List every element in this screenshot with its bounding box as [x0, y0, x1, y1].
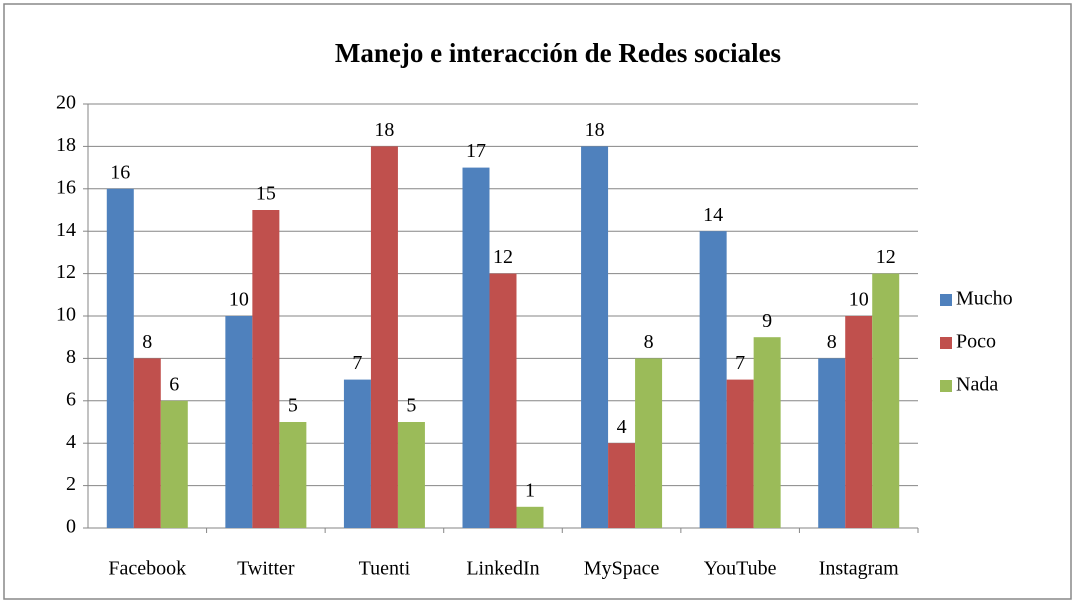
bar	[343, 379, 371, 528]
data-label: 7	[735, 352, 745, 374]
data-label: 18	[585, 119, 605, 141]
x-tick-label: LinkedIn	[466, 558, 539, 580]
bar	[516, 506, 544, 528]
bar	[635, 358, 663, 528]
data-label: 9	[762, 310, 772, 332]
data-label: 7	[352, 352, 362, 374]
data-label: 15	[256, 183, 276, 205]
bar	[279, 422, 307, 528]
data-label: 12	[493, 246, 513, 268]
x-tick-label: MySpace	[584, 558, 660, 580]
bar	[726, 379, 754, 528]
data-label: 6	[169, 373, 179, 395]
x-tick-label: Twitter	[237, 558, 295, 580]
legend-label: Mucho	[956, 288, 1013, 310]
y-tick-label: 10	[56, 304, 76, 326]
data-label: 5	[406, 395, 416, 417]
x-tick-label: Tuenti	[359, 558, 411, 580]
bar	[489, 273, 517, 528]
data-label: 10	[849, 289, 869, 311]
bar	[160, 400, 188, 528]
y-tick-label: 6	[66, 388, 76, 410]
x-tick-label: YouTube	[704, 558, 777, 580]
data-label: 4	[617, 416, 627, 438]
y-tick-label: 18	[56, 134, 76, 156]
bar	[133, 358, 161, 528]
data-label: 8	[142, 331, 152, 353]
data-label: 17	[466, 140, 486, 162]
bar	[608, 443, 636, 528]
legend-swatch	[940, 380, 952, 392]
legend-swatch	[940, 294, 952, 306]
bar	[818, 358, 846, 528]
data-label: 8	[827, 331, 837, 353]
x-tick-label: Instagram	[819, 558, 899, 580]
chart-title: Manejo e interacción de Redes sociales	[335, 38, 781, 68]
data-label: 18	[374, 119, 394, 141]
bar	[845, 316, 873, 528]
y-tick-label: 20	[56, 92, 76, 114]
data-label: 14	[703, 204, 723, 226]
y-tick-label: 4	[66, 431, 76, 453]
legend-swatch	[940, 337, 952, 349]
data-label: 10	[229, 289, 249, 311]
bar	[225, 316, 253, 528]
bar	[106, 188, 134, 529]
y-tick-label: 16	[56, 176, 76, 198]
bar	[699, 231, 727, 528]
data-label: 16	[110, 161, 130, 183]
bar	[397, 422, 425, 528]
data-label: 8	[644, 331, 654, 353]
bar	[753, 337, 781, 528]
y-tick-label: 12	[56, 261, 76, 283]
bar	[462, 167, 490, 528]
legend-label: Nada	[956, 374, 998, 396]
data-label: 5	[288, 395, 298, 417]
legend-label: Poco	[956, 331, 996, 353]
bar	[370, 146, 398, 528]
bar	[581, 146, 609, 528]
data-label: 1	[525, 479, 535, 501]
bar	[872, 273, 900, 528]
y-tick-label: 14	[56, 219, 76, 241]
y-tick-label: 8	[66, 346, 76, 368]
data-label: 12	[876, 246, 896, 268]
bar	[252, 210, 280, 528]
x-tick-label: Facebook	[108, 558, 186, 580]
y-tick-label: 2	[66, 473, 76, 495]
y-tick-label: 0	[66, 516, 76, 538]
